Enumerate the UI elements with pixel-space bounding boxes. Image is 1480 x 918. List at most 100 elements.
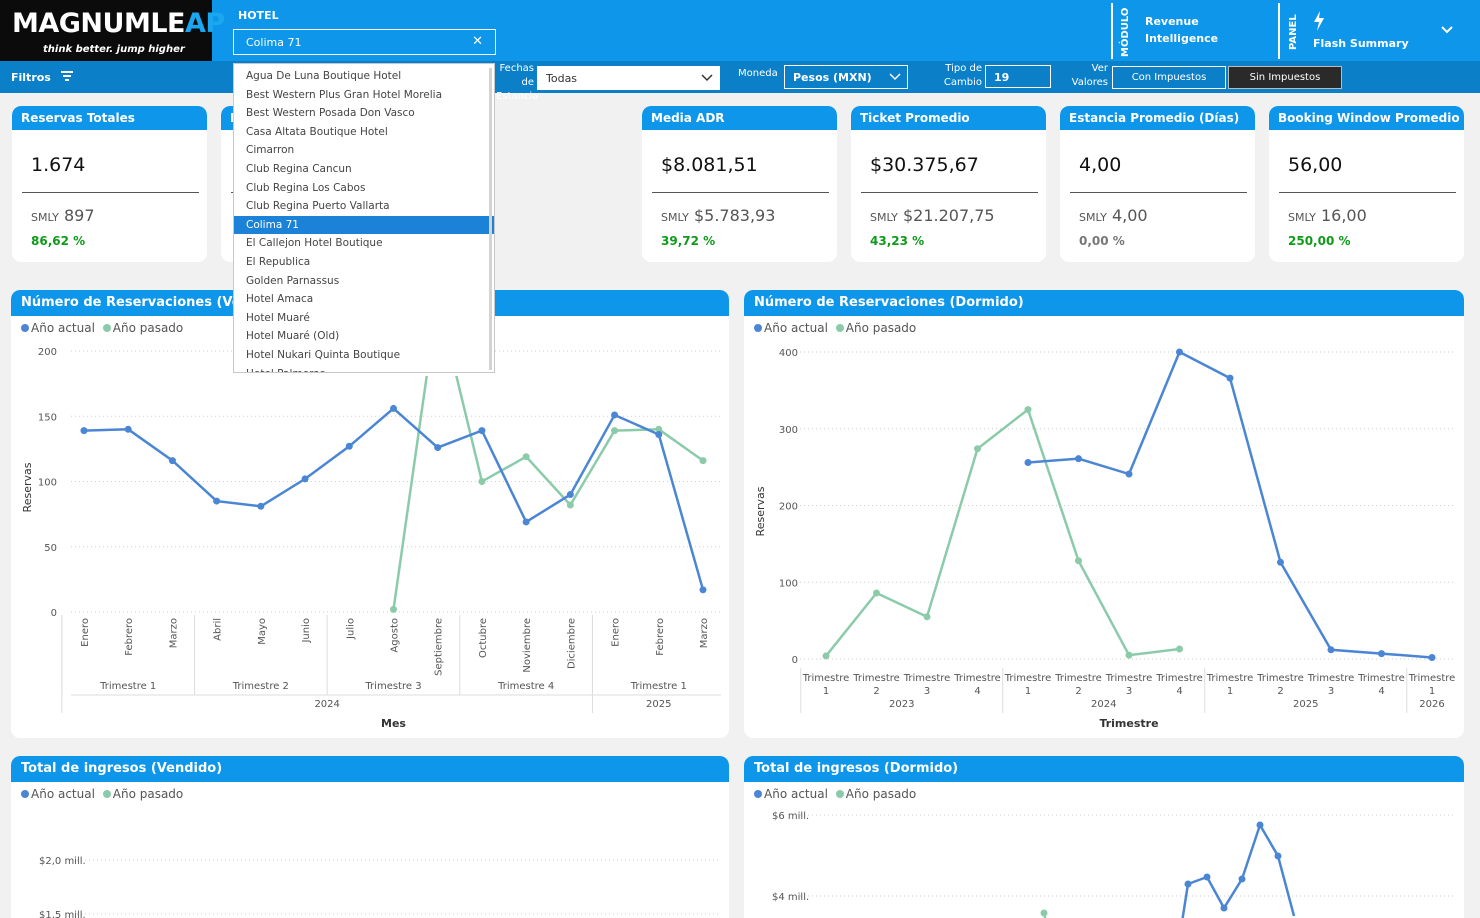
data-point[interactable] xyxy=(1176,645,1183,653)
data-point[interactable] xyxy=(434,444,442,452)
hotel-select-value: Colima 71 xyxy=(246,36,302,49)
clear-icon[interactable]: ✕ xyxy=(472,34,483,49)
data-point[interactable] xyxy=(257,502,265,510)
data-point[interactable] xyxy=(478,478,486,485)
data-point[interactable] xyxy=(301,475,309,483)
data-point[interactable] xyxy=(168,457,176,465)
chevron-down-icon[interactable] xyxy=(1440,22,1454,36)
data-point[interactable] xyxy=(124,425,132,433)
data-point[interactable] xyxy=(873,589,880,597)
moneda-dropdown[interactable]: Pesos (MXN) xyxy=(784,65,908,89)
hotel-option[interactable]: Best Western Posada Don Vasco xyxy=(246,107,415,120)
x-tick-label: Febrero xyxy=(655,618,666,656)
data-point[interactable] xyxy=(1327,646,1335,654)
data-point[interactable] xyxy=(923,613,931,621)
x-tick-label: Mayo xyxy=(257,618,268,645)
data-point[interactable] xyxy=(522,518,530,526)
data-point[interactable] xyxy=(1277,558,1284,566)
y-tick-label: 100 xyxy=(38,478,57,489)
data-point[interactable] xyxy=(611,427,619,435)
data-point[interactable] xyxy=(655,425,663,433)
panel-ingresos-dormido: Total de ingresos (Dormido) Año actual A… xyxy=(744,756,1464,918)
kpi-smly-label: SMLY xyxy=(1288,211,1316,224)
hotel-option[interactable]: Agua De Luna Boutique Hotel xyxy=(246,70,402,82)
data-point[interactable] xyxy=(522,453,530,461)
data-point[interactable] xyxy=(1226,374,1234,382)
hotel-dropdown-list[interactable]: Agua De Luna Boutique Hotel Best Western … xyxy=(233,63,495,373)
panel-select[interactable]: Flash Summary xyxy=(1313,37,1409,50)
data-point[interactable] xyxy=(390,605,397,613)
scrollbar[interactable] xyxy=(489,68,492,370)
kpi-smly-value: $5.783,93 xyxy=(693,206,776,225)
data-point[interactable] xyxy=(566,501,574,509)
data-point[interactable] xyxy=(822,652,830,660)
data-point[interactable] xyxy=(1075,455,1082,463)
data-point[interactable] xyxy=(345,442,353,450)
data-point[interactable] xyxy=(478,427,486,435)
x-tick-label: 1 xyxy=(1025,686,1031,697)
x-tick-label: Trimestre xyxy=(1206,673,1254,684)
fechas-dropdown[interactable]: Todas xyxy=(537,66,720,90)
legend-actual-marker xyxy=(754,790,762,798)
chart-reservaciones-dormido: 0 100 200 300 400 Reservas Trimestre 1 Trimestre… xyxy=(754,348,1455,730)
modulo-select[interactable]: Revenue Intelligence xyxy=(1145,13,1218,47)
data-point[interactable] xyxy=(1024,406,1032,414)
x-tick-label: Trimestre xyxy=(903,673,951,684)
hotel-option[interactable]: El Callejon Hotel Boutique xyxy=(246,237,383,250)
y-tick-label: 200 xyxy=(38,347,57,358)
data-point[interactable] xyxy=(699,586,707,594)
logo-main-text: MAGNUMLE xyxy=(12,8,185,39)
x-group-label: Trimestre 1 xyxy=(630,681,687,692)
fechas-label-line1: Fechas de xyxy=(499,63,534,88)
tipo-cambio-input[interactable]: 19 xyxy=(985,65,1051,88)
hotel-option[interactable]: Hotel Nukari Quinta Boutique xyxy=(246,348,401,361)
data-point[interactable] xyxy=(1075,557,1082,565)
hotel-option[interactable]: El Republica xyxy=(246,255,311,268)
x-tick-label: 4 xyxy=(974,686,980,697)
hotel-option[interactable]: Hotel Palmeras xyxy=(234,365,494,373)
logo-tagline: think better. jump higher xyxy=(43,44,185,55)
hotel-option[interactable]: Hotel Amaca xyxy=(246,293,314,306)
hotel-option[interactable]: Club Regina Cancun xyxy=(246,162,352,175)
data-point[interactable] xyxy=(1125,470,1133,478)
hotel-option[interactable]: Best Western Plus Gran Hotel Morelia xyxy=(246,88,443,101)
hotel-option[interactable]: Hotel Muaré (Old) xyxy=(246,330,340,343)
sin-impuestos-button[interactable]: Sin Impuestos xyxy=(1228,66,1342,89)
chart-legend: Año actual Año pasado xyxy=(21,787,183,801)
data-point[interactable] xyxy=(1125,651,1133,659)
moneda-dropdown-value: Pesos (MXN) xyxy=(793,71,872,84)
kpi-card: Media ADR $8.081,51 SMLY $5.783,93 39,72 % xyxy=(642,106,837,262)
data-point[interactable] xyxy=(213,497,221,505)
data-point[interactable] xyxy=(699,457,707,465)
filters-toggle[interactable]: Filtros xyxy=(11,71,73,84)
hotel-option[interactable]: Casa Altata Boutique Hotel xyxy=(246,125,388,138)
data-point[interactable] xyxy=(611,411,619,419)
modulo-line1: Revenue xyxy=(1145,15,1199,28)
kpi-card: Ticket Promedio $30.375,67 SMLY $21.207,75… xyxy=(851,106,1046,262)
kpi-smly-value: 16,00 xyxy=(1320,206,1367,225)
data-point[interactable] xyxy=(974,445,981,453)
logo-accent-text: AP xyxy=(184,8,225,39)
hotel-option[interactable]: Hotel Muaré xyxy=(246,311,310,324)
hotel-option[interactable]: Golden Parnassus xyxy=(246,274,340,287)
con-impuestos-button[interactable]: Con Impuestos xyxy=(1112,66,1226,89)
data-point[interactable] xyxy=(390,404,397,412)
data-point[interactable] xyxy=(1378,650,1385,658)
hotel-option[interactable]: Cimarron xyxy=(246,144,295,157)
hotel-option[interactable]: Club Regina Los Cabos xyxy=(246,181,366,194)
x-tick-label: Trimestre xyxy=(953,673,1001,684)
legend-pasado-marker xyxy=(102,324,111,332)
data-point[interactable] xyxy=(1428,653,1436,661)
data-point[interactable] xyxy=(80,427,88,435)
legend-pasado-label: Año pasado xyxy=(845,787,917,801)
data-point[interactable] xyxy=(566,491,574,499)
hotel-select[interactable]: Colima 71 ✕ xyxy=(233,29,496,55)
chart-legend: Año actual Año pasado xyxy=(754,787,916,801)
hotel-option[interactable]: Club Regina Puerto Vallarta xyxy=(246,200,390,213)
hotel-option[interactable]: Colima 71 xyxy=(234,215,494,235)
data-point[interactable] xyxy=(1024,459,1032,467)
data-point[interactable] xyxy=(655,431,663,439)
panel-title: Número de Reservaciones (Dormido) xyxy=(744,290,1464,316)
x-tick-label: Trimestre xyxy=(1004,673,1052,684)
data-point[interactable] xyxy=(1176,348,1183,356)
